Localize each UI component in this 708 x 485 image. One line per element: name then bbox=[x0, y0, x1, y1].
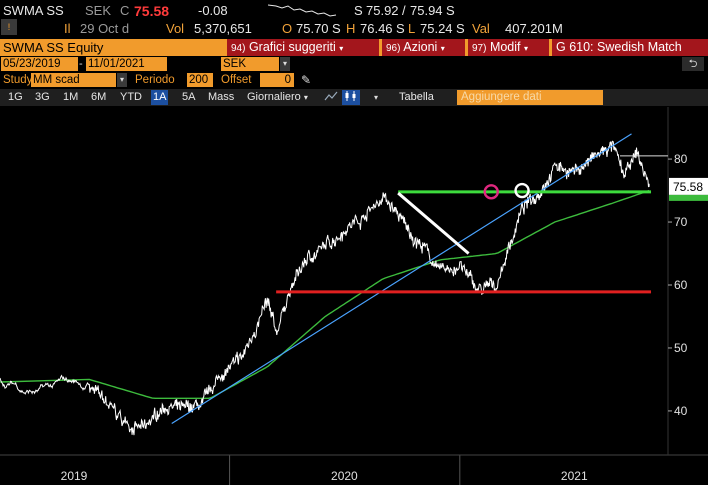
last-price: 75.58 bbox=[134, 3, 170, 19]
y-tick-label: 40 bbox=[674, 404, 688, 418]
traded-value: 407.201M bbox=[505, 21, 563, 36]
range-max[interactable]: Mass bbox=[208, 91, 235, 103]
price-line bbox=[88, 140, 650, 436]
currency-select[interactable]: SEK bbox=[221, 57, 279, 71]
open-value: 75.70 bbox=[296, 21, 329, 36]
suggested-charts-num: 94) bbox=[231, 43, 246, 54]
retest-circle bbox=[514, 182, 530, 199]
alert-icon[interactable]: ! bbox=[1, 19, 17, 35]
x-tick-label: 2019 bbox=[61, 469, 88, 483]
downtrend-line bbox=[397, 191, 470, 255]
y-tick-label: 70 bbox=[674, 215, 688, 229]
y-tick-label: 80 bbox=[674, 152, 688, 166]
ma-value-tag bbox=[669, 194, 708, 201]
chart-grid bbox=[0, 107, 708, 485]
y-tick-label: 50 bbox=[674, 341, 688, 355]
range-1m[interactable]: 1M bbox=[63, 91, 79, 103]
actions-button[interactable]: 96) Azioni ▾ bbox=[382, 39, 465, 56]
add-data-field[interactable]: Aggiungere dati bbox=[457, 90, 603, 105]
chart-series bbox=[0, 140, 650, 436]
last-price-tag-label: 75.58 bbox=[673, 180, 703, 194]
period-field[interactable]: 200 bbox=[187, 73, 213, 87]
chart-drawings bbox=[171, 133, 652, 425]
volume: 5,370,651 bbox=[194, 21, 252, 36]
bid-ask-prefix: S bbox=[354, 3, 363, 18]
study-dropdown-icon[interactable]: ▾ bbox=[117, 73, 127, 87]
frequency-select[interactable]: Giornaliero ▾ bbox=[247, 91, 308, 103]
frequency-label: Giornaliero bbox=[247, 91, 301, 103]
chart-template-label: G 610: Swedish Match bbox=[556, 40, 682, 54]
range-5y[interactable]: 5A bbox=[182, 91, 196, 103]
indicator-il: Il bbox=[64, 21, 71, 36]
high-label: H bbox=[346, 21, 356, 36]
chart-type-candle-icon[interactable] bbox=[342, 90, 360, 105]
open-label: O bbox=[282, 21, 293, 36]
study-bar: Study MM scad ▾ Periodo 200 Offset 0 ✎ bbox=[0, 73, 708, 88]
period-label: Periodo bbox=[135, 74, 175, 86]
low-label: L bbox=[408, 21, 416, 36]
edit-label: Modif bbox=[489, 40, 521, 54]
range-1y[interactable]: 1A bbox=[151, 90, 169, 105]
moving-average-line bbox=[0, 189, 650, 399]
table-button[interactable]: Tabella bbox=[399, 91, 434, 103]
high-suffix: S bbox=[396, 21, 405, 36]
open-suffix: S bbox=[332, 21, 341, 36]
uptrend-line bbox=[171, 133, 632, 425]
ask: 75.94 bbox=[410, 3, 443, 18]
range-3d[interactable]: 3G bbox=[35, 91, 50, 103]
ask-suffix: S bbox=[446, 3, 455, 18]
price-line-history bbox=[0, 374, 90, 395]
chart-toolbar: 1G 3G 1M 6M YTD 1A 5A Mass Giornaliero ▾… bbox=[0, 89, 708, 106]
security-field[interactable]: SWMA SS Equity bbox=[0, 39, 224, 56]
ticker: SWMA SS bbox=[3, 3, 64, 18]
edit-button[interactable]: 97) Modif ▾ bbox=[468, 39, 549, 56]
breakout-circle bbox=[483, 184, 499, 200]
actions-label: Azioni bbox=[403, 40, 438, 54]
value-label: Val bbox=[472, 21, 490, 36]
date-range-bar: 05/23/2019 - 11/01/2021 SEK ▾ ⮌ bbox=[0, 57, 708, 72]
currency: SEK bbox=[85, 3, 112, 18]
title-bar: SWMA SS Equity 94) Grafici suggeriti ▾ 9… bbox=[0, 39, 708, 56]
date-separator: - bbox=[79, 58, 83, 70]
bid-ask-sep: / bbox=[402, 3, 406, 18]
price-change: -0.08 bbox=[198, 3, 228, 18]
chart-template-button[interactable]: G 610: Swedish Match bbox=[552, 39, 708, 56]
chart-type-line-icon[interactable] bbox=[322, 90, 340, 105]
price-chart[interactable]: 40 50 60 70 80 75.58 2019 2020 2021 bbox=[0, 107, 708, 485]
chart-type-dropdown-icon[interactable]: ▾ bbox=[373, 93, 378, 102]
quote-bar: SWMA SS SEK C 75.58 -0.08 S 75.92 / 75.9… bbox=[0, 0, 708, 22]
low-suffix: S bbox=[456, 21, 465, 36]
study-label: Study bbox=[3, 74, 33, 86]
start-date-field[interactable]: 05/23/2019 bbox=[1, 57, 78, 71]
low-value: 75.24 bbox=[420, 21, 453, 36]
edit-num: 97) bbox=[472, 43, 487, 54]
y-axis: 40 50 60 70 80 75.58 bbox=[620, 152, 708, 418]
pencil-icon[interactable]: ✎ bbox=[301, 73, 312, 87]
range-1d[interactable]: 1G bbox=[8, 91, 23, 103]
sparkline bbox=[268, 4, 337, 17]
currency-dropdown-icon[interactable]: ▾ bbox=[280, 57, 290, 71]
x-tick-label: 2021 bbox=[561, 469, 588, 483]
quote-date: 29 Oct d bbox=[80, 21, 130, 36]
y-tick-label: 60 bbox=[674, 278, 688, 292]
last-price-tag bbox=[669, 177, 708, 195]
high-value: 76.46 bbox=[360, 21, 393, 36]
end-date-field[interactable]: 11/01/2021 bbox=[86, 57, 167, 71]
offset-label: Offset bbox=[221, 74, 252, 86]
quote-stats-bar: ! Il 29 Oct d Vol 5,370,651 O 75.70 S H … bbox=[0, 19, 708, 39]
range-6m[interactable]: 6M bbox=[91, 91, 107, 103]
undo-icon[interactable]: ⮌ bbox=[682, 57, 704, 71]
offset-field[interactable]: 0 bbox=[260, 73, 294, 87]
study-select[interactable]: MM scad bbox=[31, 73, 116, 87]
suggested-charts-button[interactable]: 94) Grafici suggeriti ▾ bbox=[227, 39, 379, 56]
chart-background bbox=[0, 107, 708, 485]
x-axis: 2019 2020 2021 bbox=[61, 469, 588, 483]
bid: 75.92 bbox=[366, 3, 399, 18]
close-label: C bbox=[120, 3, 130, 18]
range-ytd[interactable]: YTD bbox=[120, 91, 142, 103]
actions-num: 96) bbox=[386, 43, 401, 54]
suggested-charts-label: Grafici suggeriti bbox=[248, 40, 336, 54]
x-tick-label: 2020 bbox=[331, 469, 358, 483]
volume-label: Vol bbox=[166, 21, 185, 36]
